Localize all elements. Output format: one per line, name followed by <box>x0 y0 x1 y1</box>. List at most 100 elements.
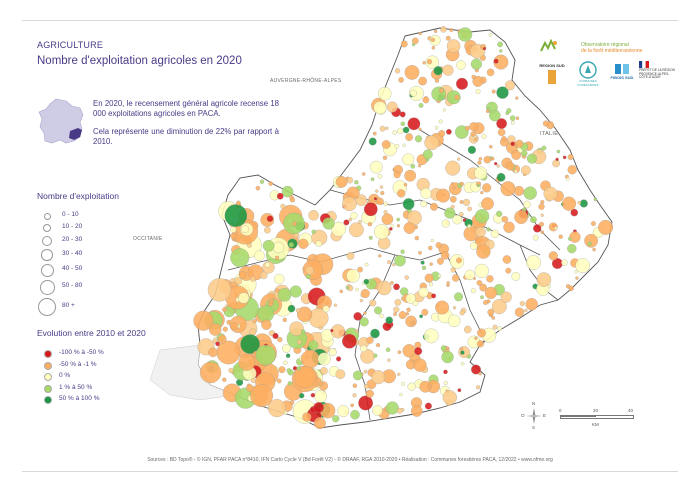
commune-bubble[interactable] <box>358 219 362 224</box>
commune-bubble[interactable] <box>392 263 396 267</box>
commune-bubble[interactable] <box>473 137 478 141</box>
commune-bubble[interactable] <box>442 390 457 405</box>
commune-bubble[interactable] <box>483 155 492 164</box>
commune-bubble[interactable] <box>305 266 314 275</box>
commune-bubble[interactable] <box>420 187 432 199</box>
commune-bubble[interactable] <box>222 377 227 382</box>
commune-bubble[interactable] <box>496 164 500 168</box>
commune-bubble[interactable] <box>525 298 538 311</box>
commune-bubble[interactable] <box>207 278 232 302</box>
commune-bubble[interactable] <box>492 324 498 330</box>
commune-bubble[interactable] <box>318 381 324 387</box>
commune-bubble[interactable] <box>405 293 416 304</box>
commune-bubble[interactable] <box>240 334 260 354</box>
commune-bubble[interactable] <box>555 157 559 162</box>
commune-bubble[interactable] <box>394 299 402 306</box>
commune-bubble[interactable] <box>437 274 442 278</box>
commune-bubble[interactable] <box>402 153 415 166</box>
commune-bubble[interactable] <box>315 240 323 247</box>
commune-bubble[interactable] <box>445 346 450 350</box>
commune-bubble[interactable] <box>482 46 487 51</box>
commune-bubble[interactable] <box>471 74 476 80</box>
commune-bubble[interactable] <box>521 165 531 176</box>
commune-bubble[interactable] <box>264 262 271 268</box>
commune-bubble[interactable] <box>445 35 451 41</box>
commune-bubble[interactable] <box>410 89 417 97</box>
commune-bubble[interactable] <box>193 310 214 331</box>
commune-bubble[interactable] <box>308 210 319 221</box>
commune-bubble[interactable] <box>514 210 528 224</box>
commune-bubble[interactable] <box>445 160 461 176</box>
commune-bubble[interactable] <box>442 108 447 112</box>
commune-bubble[interactable] <box>454 94 460 100</box>
commune-bubble[interactable] <box>261 319 272 330</box>
commune-bubble[interactable] <box>230 226 237 233</box>
commune-bubble[interactable] <box>497 41 503 48</box>
commune-bubble[interactable] <box>402 143 406 147</box>
commune-bubble[interactable] <box>429 262 433 266</box>
commune-bubble[interactable] <box>267 399 286 418</box>
commune-bubble[interactable] <box>348 217 353 222</box>
commune-bubble[interactable] <box>331 221 346 237</box>
commune-bubble[interactable] <box>476 244 491 259</box>
commune-bubble[interactable] <box>355 194 368 206</box>
commune-bubble[interactable] <box>592 247 596 252</box>
commune-bubble[interactable] <box>556 149 561 154</box>
commune-bubble[interactable] <box>399 111 406 118</box>
commune-bubble[interactable] <box>500 291 512 303</box>
commune-bubble[interactable] <box>255 344 276 366</box>
commune-bubble[interactable] <box>487 308 495 316</box>
commune-bubble[interactable] <box>421 308 429 316</box>
commune-bubble[interactable] <box>515 116 520 120</box>
commune-bubble[interactable] <box>558 234 563 239</box>
commune-bubble[interactable] <box>482 183 492 193</box>
commune-bubble[interactable] <box>413 358 427 372</box>
commune-bubble[interactable] <box>397 189 406 198</box>
commune-bubble[interactable] <box>392 130 397 135</box>
commune-bubble[interactable] <box>509 115 516 121</box>
commune-bubble[interactable] <box>451 274 460 282</box>
commune-bubble[interactable] <box>430 238 434 243</box>
commune-bubble[interactable] <box>418 31 422 36</box>
commune-bubble[interactable] <box>387 358 391 362</box>
commune-bubble[interactable] <box>467 145 476 154</box>
commune-bubble[interactable] <box>346 177 354 184</box>
commune-bubble[interactable] <box>431 293 437 299</box>
commune-bubble[interactable] <box>402 126 410 134</box>
commune-bubble[interactable] <box>486 227 491 232</box>
commune-bubble[interactable] <box>587 241 592 247</box>
commune-bubble[interactable] <box>228 367 234 374</box>
commune-bubble[interactable] <box>373 353 378 358</box>
commune-bubble[interactable] <box>404 65 420 80</box>
commune-bubble[interactable] <box>376 197 384 206</box>
commune-bubble[interactable] <box>403 222 416 234</box>
commune-bubble[interactable] <box>474 263 489 278</box>
commune-bubble[interactable] <box>393 306 400 313</box>
commune-bubble[interactable] <box>370 177 375 182</box>
commune-bubble[interactable] <box>424 273 434 283</box>
commune-bubble[interactable] <box>422 96 430 104</box>
commune-bubble[interactable] <box>289 195 294 200</box>
commune-bubble[interactable] <box>374 224 390 240</box>
commune-bubble[interactable] <box>208 347 218 358</box>
commune-bubble[interactable] <box>369 299 377 307</box>
commune-bubble[interactable] <box>277 287 292 302</box>
commune-bubble[interactable] <box>257 305 275 323</box>
commune-bubble[interactable] <box>369 160 383 174</box>
commune-bubble[interactable] <box>464 125 470 131</box>
commune-bubble[interactable] <box>320 367 328 375</box>
commune-bubble[interactable] <box>530 216 537 224</box>
commune-bubble[interactable] <box>311 229 317 235</box>
commune-bubble[interactable] <box>475 89 481 94</box>
commune-bubble[interactable] <box>328 348 337 357</box>
commune-bubble[interactable] <box>501 136 507 142</box>
commune-bubble[interactable] <box>396 224 401 228</box>
commune-bubble[interactable] <box>452 214 463 225</box>
commune-bubble[interactable] <box>368 137 377 146</box>
commune-bubble[interactable] <box>404 275 409 280</box>
commune-bubble[interactable] <box>410 163 416 169</box>
commune-bubble[interactable] <box>552 159 560 168</box>
commune-bubble[interactable] <box>363 384 369 389</box>
commune-bubble[interactable] <box>443 369 448 375</box>
